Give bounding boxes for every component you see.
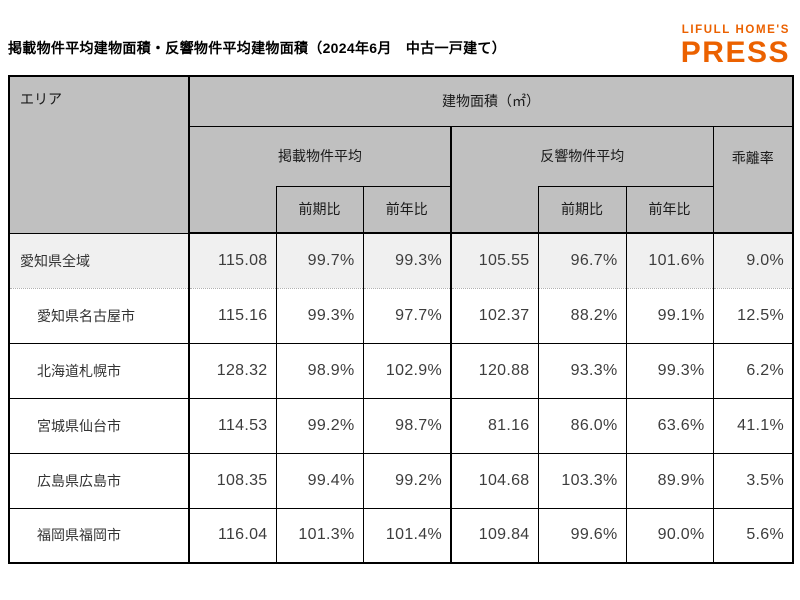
- listed-yoy-cell: 102.9%: [362, 342, 452, 399]
- deviation-cell: 41.1%: [712, 397, 794, 454]
- page-title: 掲載物件平均建物面積・反響物件平均建物面積（2024年6月 中古一戸建て）: [8, 40, 507, 56]
- response-qoq-cell: 99.6%: [537, 507, 627, 564]
- area-cell: 福岡県福岡市: [8, 507, 190, 564]
- brand-logo-wordmark: LIFULL HOME'S: [681, 24, 790, 36]
- brand-logo-press: PRESS: [680, 35, 790, 69]
- header-area: エリア: [8, 75, 190, 234]
- response-qoq-cell: 103.3%: [537, 452, 627, 509]
- header-listed-qoq: 前期比: [275, 185, 364, 234]
- response-avg-cell: 102.37: [450, 288, 539, 344]
- header-spacer: [450, 186, 539, 234]
- area-cell: 広島県広島市: [8, 452, 190, 509]
- deviation-cell: 9.0%: [712, 232, 794, 289]
- listed-yoy-cell: 99.3%: [362, 232, 452, 289]
- listed-avg-cell: 115.16: [188, 288, 277, 344]
- area-cell: 北海道札幌市: [8, 342, 190, 399]
- table-row: 北海道札幌市 128.32 98.9% 102.9% 120.88 93.3% …: [8, 342, 794, 399]
- header-listed-group: 掲載物件平均: [188, 125, 452, 186]
- response-yoy-cell: 90.0%: [625, 507, 714, 564]
- header-row-sub: 前期比 前年比 前期比 前年比: [9, 185, 793, 234]
- listed-avg-cell: 114.53: [188, 397, 277, 454]
- response-yoy-cell: 99.3%: [625, 342, 714, 399]
- area-cell: 愛知県全域: [8, 232, 190, 289]
- response-avg-cell: 120.88: [450, 342, 539, 399]
- deviation-cell: 12.5%: [712, 288, 794, 344]
- listed-avg-cell: 116.04: [188, 507, 277, 564]
- header-listed-yoy: 前年比: [362, 185, 452, 234]
- brand-logo: LIFULL HOME'S PRESS: [681, 24, 790, 68]
- response-yoy-cell: 99.1%: [625, 288, 714, 344]
- listed-qoq-cell: 99.2%: [275, 397, 364, 454]
- table-row-summary: 愛知県全域 115.08 99.7% 99.3% 105.55 96.7% 10…: [8, 232, 794, 289]
- listed-qoq-cell: 99.4%: [275, 452, 364, 509]
- listed-qoq-cell: 98.9%: [275, 342, 364, 399]
- response-qoq-cell: 96.7%: [537, 232, 627, 289]
- area-cell: 宮城県仙台市: [8, 397, 190, 454]
- deviation-cell: 5.6%: [712, 507, 794, 564]
- deviation-cell: 3.5%: [712, 452, 794, 509]
- header-deviation: 乖離率: [712, 125, 794, 234]
- header-response-qoq: 前期比: [537, 185, 627, 234]
- header-row-top: エリア 建物面積（㎡）: [8, 75, 794, 234]
- header-row-groups: 掲載物件平均 反響物件平均 乖離率: [9, 125, 794, 234]
- listed-avg-cell: 128.32: [188, 342, 277, 399]
- table-row: 広島県広島市 108.35 99.4% 99.2% 104.68 103.3% …: [8, 452, 794, 509]
- listed-yoy-cell: 97.7%: [362, 288, 452, 344]
- listed-yoy-cell: 98.7%: [362, 397, 452, 454]
- response-avg-cell: 104.68: [450, 452, 539, 509]
- listed-qoq-cell: 99.7%: [275, 232, 364, 289]
- response-qoq-cell: 86.0%: [537, 397, 627, 454]
- listed-avg-cell: 108.35: [188, 452, 277, 509]
- listed-qoq-cell: 99.3%: [275, 288, 364, 344]
- header-spacer: [188, 186, 277, 234]
- table-row: 愛知県名古屋市 115.16 99.3% 97.7% 102.37 88.2% …: [8, 288, 794, 344]
- listed-yoy-cell: 99.2%: [362, 452, 452, 509]
- response-qoq-cell: 88.2%: [537, 288, 627, 344]
- table-row: 福岡県福岡市 116.04 101.3% 101.4% 109.84 99.6%…: [8, 507, 794, 564]
- response-avg-cell: 109.84: [450, 507, 539, 564]
- listed-yoy-cell: 101.4%: [362, 507, 452, 564]
- building-area-table: エリア 建物面積（㎡） 掲載物件平均 反響物件平均 乖離率 前期比 前年比 前期…: [8, 75, 795, 564]
- table-row: 宮城県仙台市 114.53 99.2% 98.7% 81.16 86.0% 63…: [8, 397, 794, 454]
- response-avg-cell: 105.55: [450, 232, 539, 289]
- response-yoy-cell: 89.9%: [625, 452, 714, 509]
- header-response-yoy: 前年比: [625, 185, 714, 234]
- header-building-area: 建物面積（㎡）: [187, 75, 794, 127]
- listed-qoq-cell: 101.3%: [275, 507, 364, 564]
- area-cell: 愛知県名古屋市: [8, 288, 190, 344]
- response-yoy-cell: 101.6%: [625, 232, 714, 289]
- header-response-group: 反響物件平均: [450, 125, 714, 186]
- response-avg-cell: 81.16: [450, 397, 539, 454]
- listed-avg-cell: 115.08: [188, 232, 277, 289]
- response-qoq-cell: 93.3%: [537, 342, 627, 399]
- response-yoy-cell: 63.6%: [625, 397, 714, 454]
- deviation-cell: 6.2%: [712, 342, 794, 399]
